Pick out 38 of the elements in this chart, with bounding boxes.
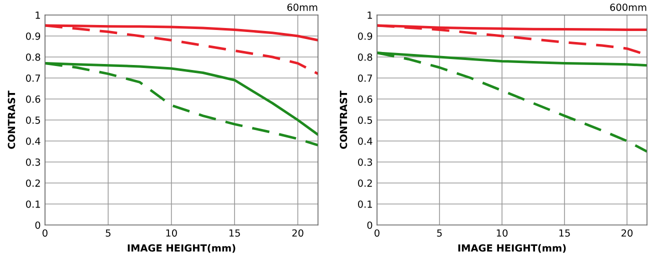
x-tick-label: 20	[292, 229, 304, 237]
y-tick-label: 0	[367, 221, 372, 229]
chart-title: 600mm	[610, 4, 646, 11]
x-axis-title: IMAGE HEIGHT(mm)	[128, 244, 236, 253]
chart-title: 60mm	[287, 4, 318, 11]
y-tick-label: 0.6	[26, 95, 40, 103]
y-tick-label: 0.1	[358, 200, 372, 208]
y-tick-label: 0.5	[26, 116, 40, 124]
y-tick-label: 0.2	[358, 179, 372, 187]
y-axis-title: CONTRAST	[340, 90, 348, 149]
y-tick-label: 0.7	[26, 74, 40, 82]
x-tick-label: 5	[106, 229, 110, 237]
y-tick-label: 0.7	[358, 74, 372, 82]
x-tick-label: 0	[42, 229, 48, 237]
x-axis-title: IMAGE HEIGHT(mm)	[458, 244, 566, 253]
y-tick-label: 0.9	[26, 32, 40, 40]
y-tick-label: 1	[368, 12, 372, 19]
x-tick-label: 20	[622, 229, 633, 237]
y-tick-label: 0.4	[358, 137, 372, 145]
x-tick-label: 10	[496, 229, 508, 237]
x-tick-label: 0	[374, 229, 380, 237]
y-tick-label: 0.5	[358, 116, 372, 124]
y-tick-label: 0.3	[26, 158, 40, 166]
x-tick-label: 15	[559, 229, 570, 237]
y-tick-label: 0	[35, 221, 40, 229]
x-tick-label: 15	[229, 229, 240, 237]
y-tick-label: 0.2	[26, 179, 40, 187]
y-axis-title: CONTRAST	[8, 90, 16, 149]
x-tick-label: 10	[166, 229, 177, 237]
y-tick-label: 0.1	[26, 200, 40, 208]
y-tick-label: 0.9	[358, 32, 372, 40]
y-tick-label: 0.3	[358, 158, 372, 166]
y-tick-label: 0.4	[26, 137, 40, 145]
y-tick-label: 0.8	[358, 53, 372, 61]
y-tick-label: 1	[36, 12, 40, 19]
x-tick-label: 5	[437, 229, 442, 237]
y-tick-label: 0.6	[358, 95, 372, 103]
y-tick-label: 0.8	[26, 53, 40, 61]
